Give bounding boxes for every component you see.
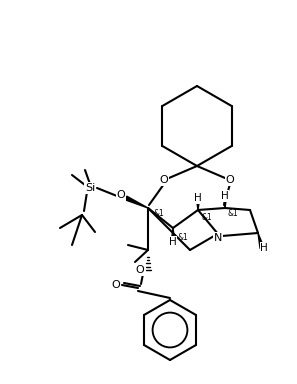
Text: &1: &1 (228, 209, 239, 217)
Text: O: O (226, 175, 234, 185)
Polygon shape (223, 194, 227, 208)
Text: O: O (112, 280, 120, 290)
Polygon shape (258, 233, 264, 248)
Text: O: O (159, 175, 168, 185)
Text: &1: &1 (201, 214, 212, 222)
Text: H: H (221, 191, 229, 201)
Text: &1: &1 (154, 209, 165, 217)
Polygon shape (171, 228, 175, 244)
Text: O: O (117, 190, 125, 200)
Polygon shape (125, 196, 148, 208)
Polygon shape (196, 196, 200, 210)
Text: &1: &1 (178, 233, 189, 243)
Text: Si: Si (85, 183, 95, 193)
Text: H: H (260, 243, 268, 253)
Text: H: H (194, 193, 202, 203)
Text: H: H (169, 237, 177, 247)
Text: O: O (136, 265, 144, 275)
Text: N: N (214, 233, 222, 243)
